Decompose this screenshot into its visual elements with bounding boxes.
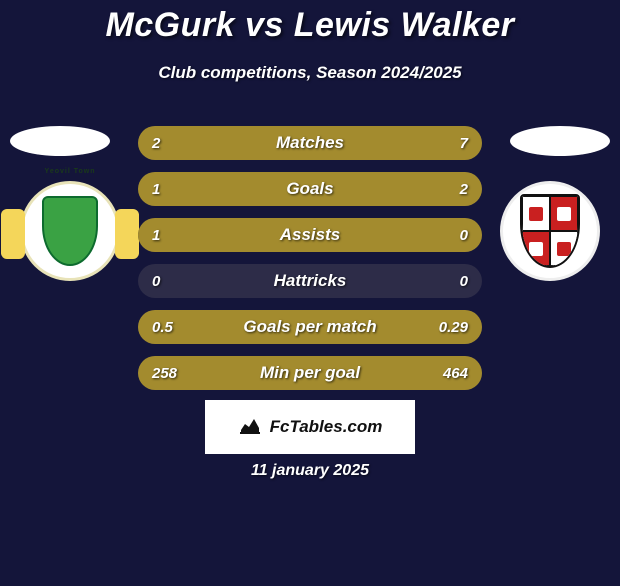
stat-label: Hattricks [274,271,347,291]
flag-right [510,126,610,156]
crest-left-shield-icon [42,196,98,266]
stat-bar: 1 Goals 2 [138,172,482,206]
stat-value-right: 7 [460,135,468,152]
stat-value-right: 464 [443,365,468,382]
stat-value-right: 0.29 [439,319,468,336]
stat-bar: 2 Matches 7 [138,126,482,160]
footer-brand-badge[interactable]: FcTables.com [205,400,415,454]
flag-left [10,126,110,156]
crest-right-shield-icon [520,194,580,268]
stat-value-left: 1 [152,227,160,244]
stat-value-left: 0.5 [152,319,173,336]
stat-value-right: 0 [460,227,468,244]
subtitle: Club competitions, Season 2024/2025 [0,63,620,83]
crest-right [500,181,600,281]
stat-bar: 0.5 Goals per match 0.29 [138,310,482,344]
stat-value-left: 258 [152,365,177,382]
date-text: 11 january 2025 [0,462,620,480]
stat-value-left: 2 [152,135,160,152]
stat-label: Goals [286,179,333,199]
crest-left-lion-icon [115,209,139,259]
stat-bar: 258 Min per goal 464 [138,356,482,390]
stat-value-right: 2 [460,181,468,198]
stat-label: Goals per match [243,317,376,337]
footer-brand-text: FcTables.com [270,417,383,437]
stat-bar: 1 Assists 0 [138,218,482,252]
stat-value-left: 1 [152,181,160,198]
crest-left: Yeovil Town [20,181,120,281]
stat-value-left: 0 [152,273,160,290]
stat-label: Min per goal [260,363,360,383]
chart-icon [238,413,262,442]
stat-value-right: 0 [460,273,468,290]
stat-bars: 2 Matches 7 1 Goals 2 1 Assists 0 0 Hattricks 0 0.5 G… [138,126,482,390]
crest-left-lion-icon [1,209,25,259]
stat-label: Assists [280,225,340,245]
crest-left-text: Yeovil Town [1,168,139,175]
page-title: McGurk vs Lewis Walker [0,6,620,45]
stat-bar: 0 Hattricks 0 [138,264,482,298]
stat-label: Matches [276,133,344,153]
